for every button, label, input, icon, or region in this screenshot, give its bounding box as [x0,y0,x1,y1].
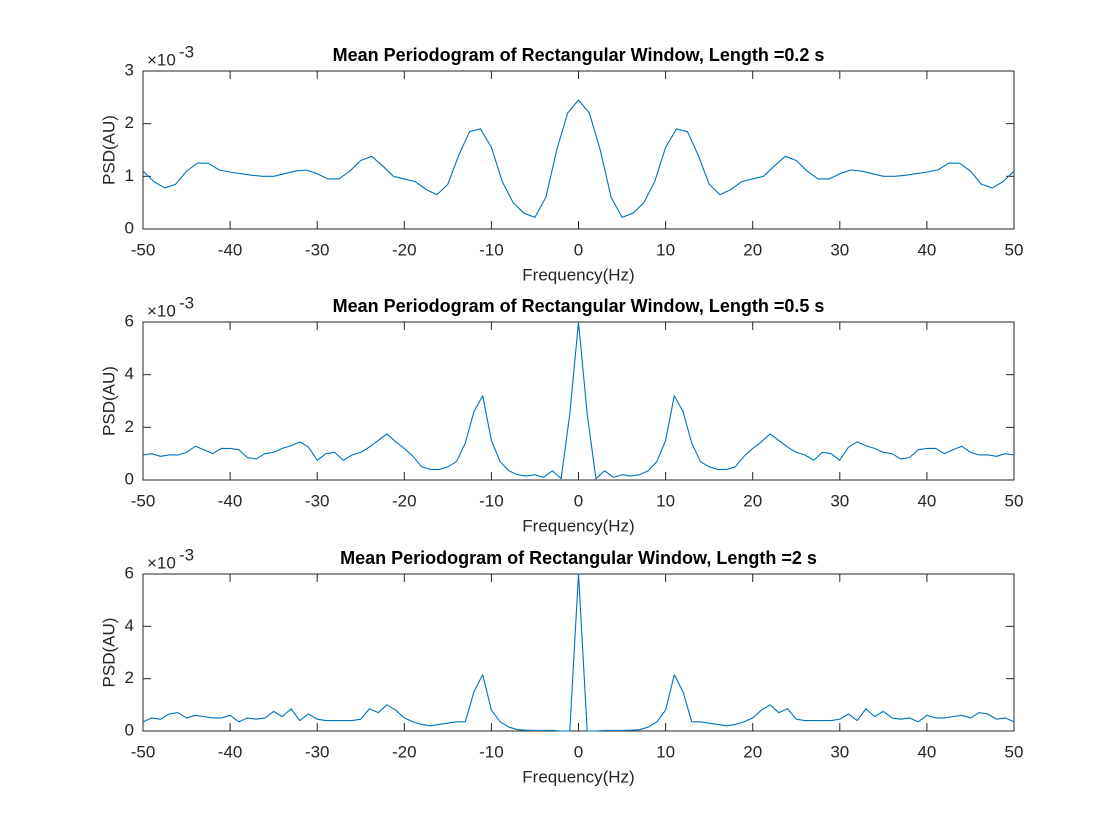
x-tick-label: 0 [574,742,583,761]
x-tick-label: 10 [656,491,675,510]
x-tick-label: 20 [743,742,762,761]
y-axis-label: PSD(AU) [99,115,118,185]
x-tick-label: -30 [305,491,330,510]
x-tick-label: 40 [917,240,936,259]
y-axis-label: PSD(AU) [99,366,118,436]
x-tick-label: -50 [131,240,156,259]
y-tick-label: 4 [125,364,134,383]
axes-box [142,321,1015,481]
x-tick-label: -20 [392,491,417,510]
y-tick-label: 0 [125,218,134,237]
y-tick-label: 2 [125,668,134,687]
axes-box [142,70,1015,230]
x-tick-label: -10 [479,742,504,761]
x-tick-label: -20 [392,742,417,761]
x-axis-label: Frequency(Hz) [522,767,634,786]
y-tick-label: 6 [125,563,134,582]
chart-title: Mean Periodogram of Rectangular Window, … [340,548,817,568]
y-tick-label: 4 [125,616,134,635]
x-tick-label: -30 [305,742,330,761]
x-tick-label: 50 [1005,240,1024,259]
x-tick-label: 40 [917,491,936,510]
y-scale-base: ×10 [147,553,176,572]
x-tick-label: 0 [574,491,583,510]
data-line [142,573,1015,732]
x-tick-label: 40 [917,742,936,761]
axes-box [142,573,1015,732]
x-axis-label: Frequency(Hz) [522,265,634,284]
x-tick-label: 50 [1005,742,1024,761]
y-tick-label: 0 [125,720,134,739]
x-tick-label: -50 [131,491,156,510]
y-tick-label: 3 [125,60,134,79]
x-tick-label: 10 [656,742,675,761]
y-tick-label: 6 [125,311,134,330]
data-line [142,321,1015,480]
x-tick-label: 20 [743,240,762,259]
chart-title: Mean Periodogram of Rectangular Window, … [333,296,825,316]
y-scale-base: ×10 [147,301,176,320]
x-tick-label: 0 [574,240,583,259]
y-scale-exponent: -3 [179,42,194,61]
y-tick-label: 2 [125,113,134,132]
x-tick-label: 30 [830,491,849,510]
y-tick-label: 2 [125,417,134,436]
data-line [142,99,1015,218]
y-tick-label: 1 [125,166,134,185]
y-tick-label: 0 [125,469,134,488]
x-tick-label: -30 [305,240,330,259]
x-tick-label: 20 [743,491,762,510]
y-axis-label: PSD(AU) [99,618,118,688]
x-tick-label: -20 [392,240,417,259]
y-scale-exponent: -3 [179,545,194,564]
x-axis-label: Frequency(Hz) [522,516,634,535]
x-tick-label: -50 [131,742,156,761]
x-tick-label: -10 [479,240,504,259]
x-tick-label: 30 [830,742,849,761]
x-tick-label: -40 [218,742,243,761]
x-tick-label: -10 [479,491,504,510]
x-tick-label: -40 [218,491,243,510]
x-tick-label: 10 [656,240,675,259]
x-tick-label: 50 [1005,491,1024,510]
y-scale-exponent: -3 [179,293,194,312]
y-scale-base: ×10 [147,50,176,69]
x-tick-label: 30 [830,240,849,259]
chart-title: Mean Periodogram of Rectangular Window, … [333,45,825,65]
x-tick-label: -40 [218,240,243,259]
